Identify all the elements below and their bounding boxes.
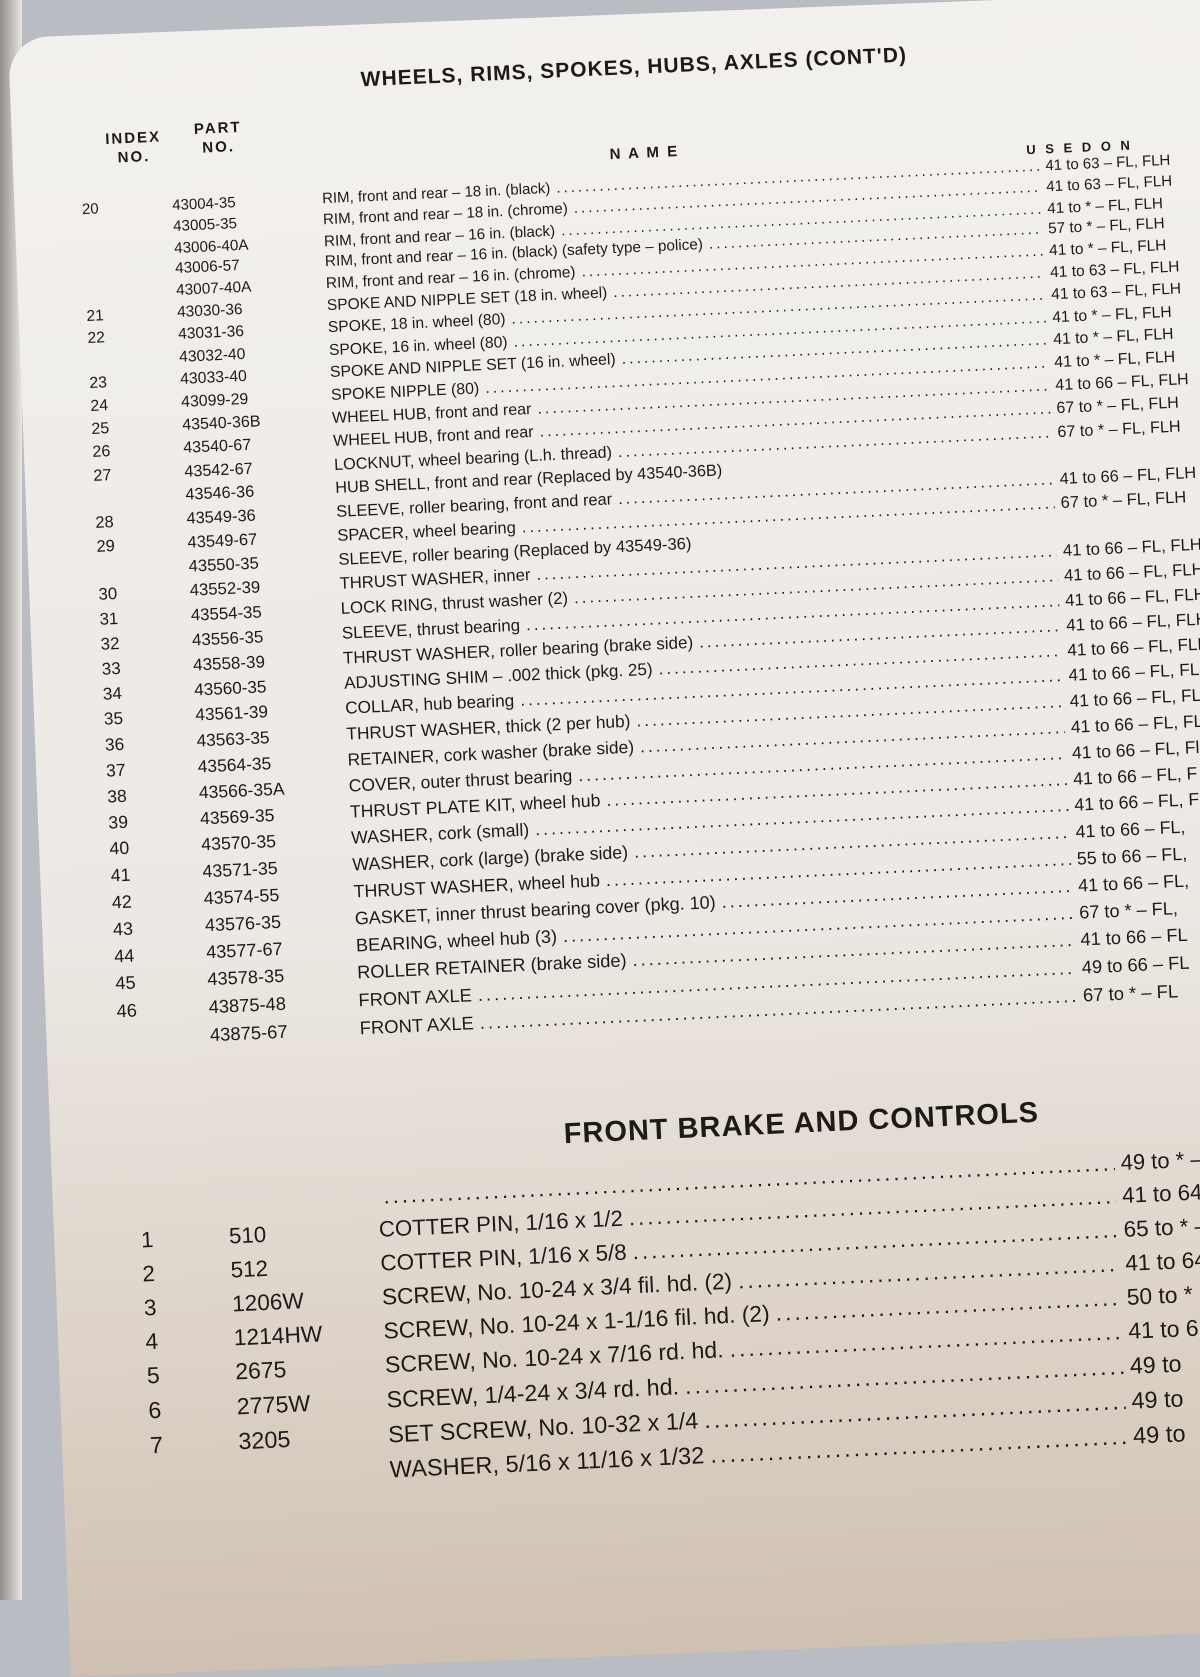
index-number: 22 [87, 329, 106, 348]
parts-table: 20 43004-35 RIM, front and rear – 18 in. (… [66, 145, 1200, 1051]
index-number: 32 [100, 633, 120, 654]
index-number: 31 [99, 609, 119, 629]
index-number: 33 [101, 658, 122, 679]
used-on: 65 to * – [1123, 1213, 1200, 1242]
used-on: 50 to * [1126, 1280, 1194, 1310]
used-on: 67 to * – FL [1082, 980, 1179, 1006]
index-number: 44 [113, 945, 135, 967]
index-number: 38 [106, 785, 128, 807]
index-number: 21 [86, 307, 105, 326]
used-on: 41 to 6 [1127, 1315, 1200, 1345]
index-number: 42 [111, 891, 133, 913]
index-number: 36 [104, 733, 125, 755]
used-on: 49 to [1129, 1350, 1183, 1380]
index-number: 37 [105, 759, 126, 781]
index-number: 25 [91, 420, 110, 438]
index-number: 3 [143, 1294, 158, 1321]
header-index: INDEX NO. [104, 128, 162, 167]
index-number: 7 [149, 1432, 164, 1459]
parts-table-front-brake: ........................................… [121, 1135, 1200, 1496]
index-number: 28 [95, 512, 115, 532]
index-number: 45 [114, 972, 137, 994]
index-number: 5 [146, 1362, 161, 1389]
index-number: 26 [92, 442, 111, 462]
used-on: 41 to 64 [1124, 1246, 1200, 1276]
index-number: 30 [98, 584, 118, 605]
index-number: 4 [144, 1327, 159, 1355]
index-number: 41 [110, 864, 131, 886]
index-number: 34 [102, 683, 123, 704]
index-number: 40 [109, 838, 130, 859]
index-number: 43 [112, 918, 134, 940]
used-on: 49 to * – [1120, 1146, 1200, 1175]
index-number: 23 [89, 374, 108, 393]
index-number: 35 [103, 708, 124, 730]
index-number: 24 [90, 397, 109, 415]
index-number: 46 [116, 999, 138, 1022]
index-number: 27 [93, 465, 112, 485]
book-spine [0, 0, 22, 1600]
header-part: PART NO. [193, 118, 243, 157]
index-number: 29 [96, 536, 116, 556]
used-on: 41 to 64 [1121, 1179, 1200, 1209]
index-number: 2 [141, 1260, 156, 1287]
index-number: 1 [140, 1227, 154, 1253]
index-number: 6 [147, 1397, 162, 1424]
used-on: 49 to [1132, 1421, 1187, 1450]
used-on: 49 to [1130, 1385, 1185, 1415]
index-number: 39 [107, 811, 129, 833]
